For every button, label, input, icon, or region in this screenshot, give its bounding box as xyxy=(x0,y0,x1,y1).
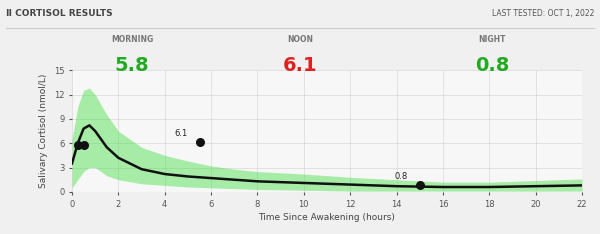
Text: Ⅱ CORTISOL RESULTS: Ⅱ CORTISOL RESULTS xyxy=(6,9,113,18)
Point xyxy=(194,141,204,144)
Text: NIGHT: NIGHT xyxy=(478,35,506,44)
Text: 6.1: 6.1 xyxy=(175,129,188,138)
Text: 0.8: 0.8 xyxy=(475,56,509,75)
Point xyxy=(415,183,425,187)
X-axis label: Time Since Awakening (hours): Time Since Awakening (hours) xyxy=(259,213,395,222)
Point xyxy=(79,143,88,147)
Text: NOON: NOON xyxy=(287,35,313,44)
Text: LAST TESTED: OCT 1, 2022: LAST TESTED: OCT 1, 2022 xyxy=(491,9,594,18)
Text: 6.1: 6.1 xyxy=(283,56,317,75)
Text: MORNING: MORNING xyxy=(111,35,153,44)
Text: 5.8: 5.8 xyxy=(115,56,149,75)
Point xyxy=(73,143,83,147)
Text: 0.8: 0.8 xyxy=(395,172,408,181)
Y-axis label: Salivary Cortisol (nmol/L): Salivary Cortisol (nmol/L) xyxy=(40,74,49,188)
